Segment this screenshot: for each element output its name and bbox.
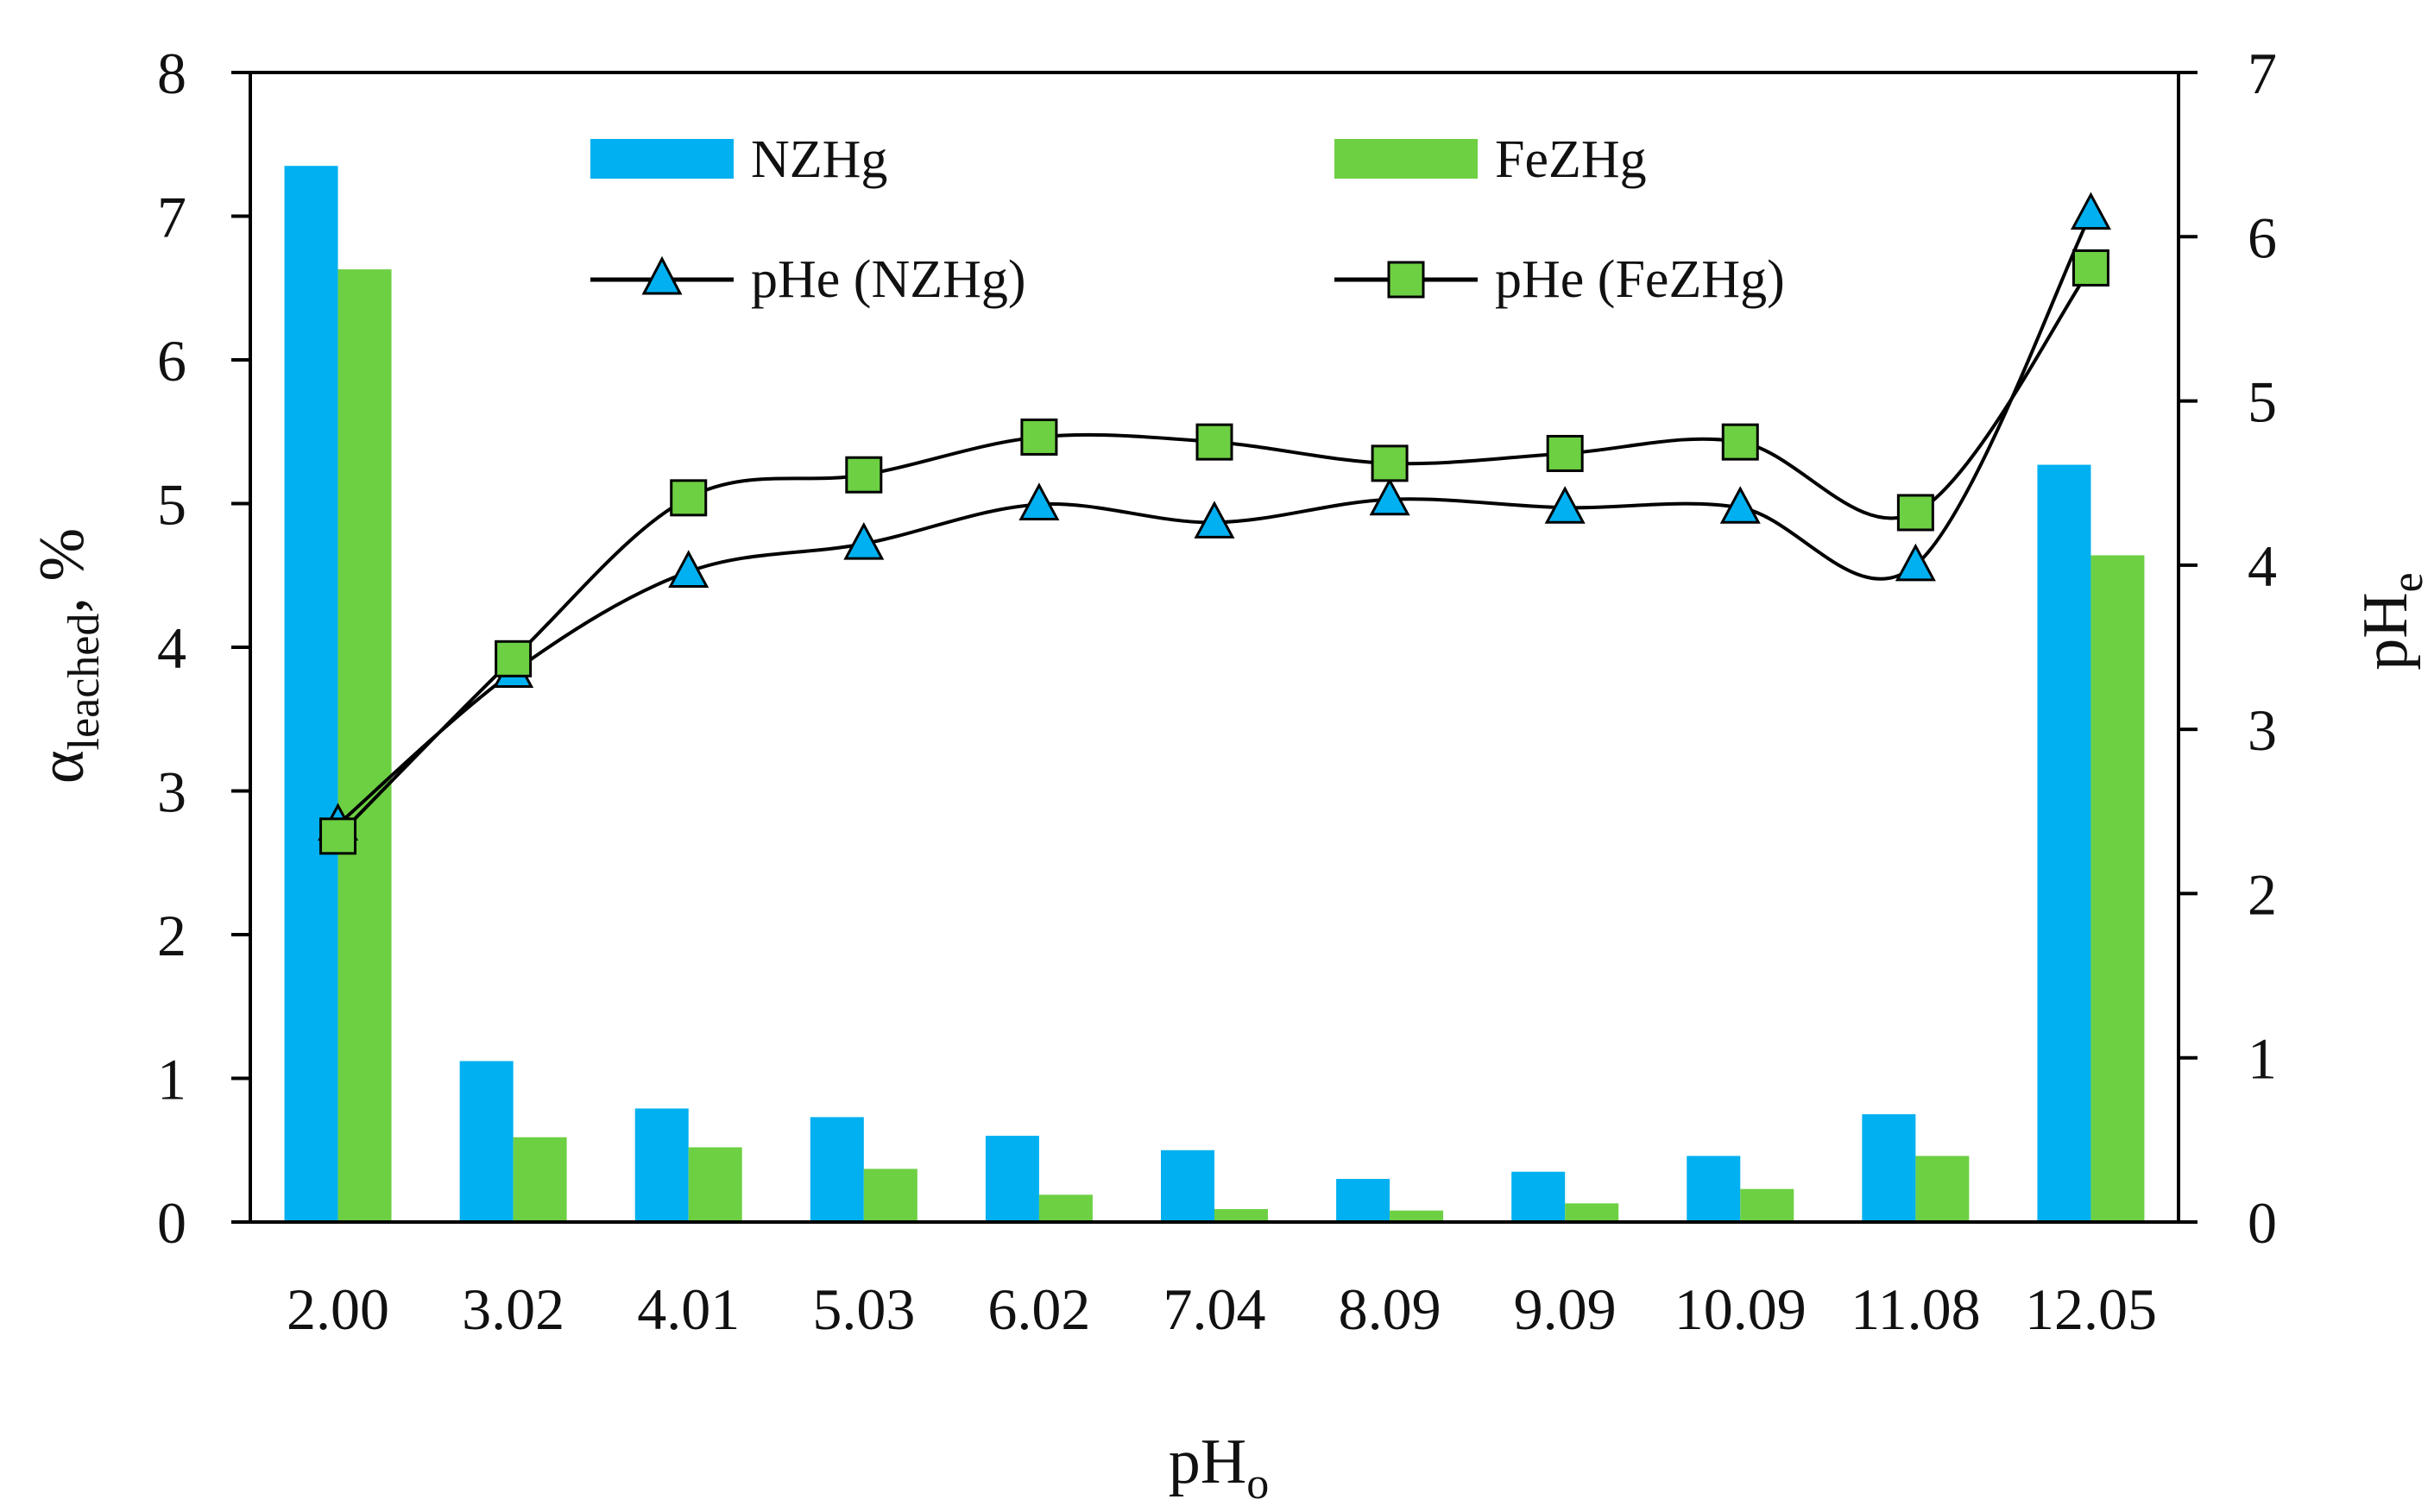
marker-phe-nzhg-4.01 — [668, 550, 709, 588]
x-axis-title: pHo — [1169, 1427, 1269, 1509]
line-phe-fezhg — [337, 267, 2093, 838]
bar-nzhg-8.09 — [1336, 1179, 1390, 1222]
left-tick-label: 0 — [157, 1190, 186, 1256]
left-tick-label: 4 — [157, 615, 186, 681]
left-axis-title-base: α — [27, 750, 98, 784]
marker-phe-fezhg-3.02 — [495, 639, 533, 677]
legend-triangle-marker-icon — [641, 255, 683, 295]
left-tick-label: 7 — [157, 185, 186, 250]
right-tick-label: 2 — [2248, 861, 2277, 927]
left-axis-title-suffix: , % — [27, 528, 98, 614]
right-tick-label: 0 — [2248, 1190, 2277, 1256]
marker-phe-fezhg-4.01 — [670, 479, 708, 517]
x-axis-title-base: pH — [1169, 1427, 1246, 1497]
marker-phe-fezhg-10.09 — [1721, 423, 1759, 461]
bar-fezhg-9.09 — [1565, 1203, 1619, 1222]
bar-fezhg-10.09 — [1740, 1188, 1794, 1222]
marker-phe-fezhg-5.03 — [845, 456, 883, 494]
left-axis-title-sub: leached — [60, 614, 109, 751]
bar-fezhg-4.01 — [688, 1147, 742, 1222]
legend-swatch-nzhg — [590, 139, 734, 179]
marker-phe-fezhg-6.02 — [1020, 418, 1058, 456]
right-axis: 0 1 2 3 4 5 6 7 — [2179, 41, 2277, 1256]
marker-phe-fezhg-7.04 — [1195, 423, 1233, 461]
x-tick-label: 11.08 — [1851, 1276, 1980, 1342]
marker-phe-nzhg-8.09 — [1369, 477, 1410, 516]
line-phe-nzhg — [337, 212, 2093, 827]
right-axis-title-base: pH — [2350, 592, 2421, 670]
right-axis-title-sub: e — [2383, 572, 2432, 592]
marker-phe-fezhg-9.09 — [1546, 434, 1584, 472]
legend-square-marker-icon — [1387, 261, 1425, 299]
right-tick-label: 3 — [2248, 697, 2277, 763]
bar-nzhg-9.09 — [1511, 1171, 1566, 1222]
marker-phe-nzhg-12.05 — [2070, 192, 2111, 230]
bar-nzhg-3.02 — [459, 1061, 514, 1222]
right-tick-label: 5 — [2248, 369, 2277, 435]
x-tick-label: 10.09 — [1674, 1276, 1807, 1342]
bar-nzhg-7.04 — [1161, 1150, 1214, 1222]
legend-label-phe-nzhg: pHe (NZHg) — [751, 250, 1026, 309]
bar-nzhg-12.05 — [2037, 464, 2091, 1222]
right-tick-label: 6 — [2248, 205, 2277, 270]
left-tick-label: 5 — [157, 472, 186, 538]
right-axis-title: pHe — [2350, 572, 2432, 671]
x-tick-label: 2.00 — [287, 1276, 389, 1342]
left-tick-label: 3 — [157, 759, 186, 825]
marker-phe-nzhg-5.03 — [843, 521, 885, 560]
bar-nzhg-4.01 — [634, 1108, 689, 1222]
bar-fezhg-12.05 — [2090, 555, 2145, 1222]
right-tick-label: 1 — [2248, 1026, 2277, 1092]
bars-group — [284, 166, 2145, 1223]
legend-label-nzhg: NZHg — [751, 130, 887, 189]
legend-swatch-fezhg — [1334, 139, 1478, 179]
bar-fezhg-3.02 — [513, 1137, 567, 1222]
right-tick-label: 7 — [2248, 41, 2277, 106]
left-axis: 0 1 2 3 4 5 6 7 8 — [157, 41, 250, 1256]
bar-nzhg-10.09 — [1687, 1156, 1741, 1222]
marker-phe-nzhg-9.09 — [1544, 486, 1586, 524]
bar-fezhg-11.08 — [1915, 1156, 1970, 1222]
bar-fezhg-5.03 — [863, 1169, 917, 1222]
x-tick-label: 9.09 — [1514, 1276, 1617, 1342]
x-tick-label: 7.04 — [1163, 1276, 1266, 1342]
left-tick-label: 8 — [157, 41, 186, 106]
bar-nzhg-2.00 — [284, 166, 338, 1223]
left-tick-label: 2 — [157, 903, 186, 968]
x-tick-label: 5.03 — [812, 1276, 915, 1342]
left-tick-label: 6 — [157, 328, 186, 394]
legend-label-phe-fezhg: pHe (FeZHg) — [1495, 250, 1785, 309]
bar-fezhg-6.02 — [1038, 1194, 1093, 1222]
right-tick-label: 4 — [2248, 533, 2277, 599]
marker-phe-fezhg-2.00 — [319, 817, 357, 855]
bar-fezhg-2.00 — [337, 269, 392, 1223]
legend-label-fezhg: FeZHg — [1495, 130, 1647, 189]
marker-phe-nzhg-11.08 — [1895, 543, 1936, 582]
plot-frame — [249, 71, 2180, 1224]
marker-phe-fezhg-12.05 — [2071, 249, 2109, 287]
marker-phe-nzhg-10.09 — [1719, 486, 1761, 524]
marker-phe-fezhg-11.08 — [1896, 494, 1934, 532]
x-axis: 2.00 3.02 4.01 5.03 6.02 7.04 8.09 9.09 10.09 11.… — [287, 1276, 2157, 1342]
x-tick-label: 4.01 — [637, 1276, 740, 1342]
bar-fezhg-7.04 — [1214, 1209, 1268, 1222]
x-tick-label: 3.02 — [462, 1276, 564, 1342]
marker-phe-fezhg-8.09 — [1371, 444, 1409, 482]
x-tick-label: 12.05 — [2025, 1276, 2157, 1342]
bar-nzhg-5.03 — [810, 1117, 864, 1222]
markers-group — [318, 192, 2111, 855]
legend: NZHg FeZHg pHe (NZHg) pHe (FeZHg) — [590, 130, 1785, 309]
marker-phe-nzhg-7.04 — [1194, 501, 1235, 539]
left-tick-label: 1 — [157, 1047, 186, 1112]
bar-nzhg-11.08 — [1862, 1114, 1916, 1222]
x-tick-label: 6.02 — [987, 1276, 1090, 1342]
x-tick-label: 8.09 — [1339, 1276, 1441, 1342]
bar-fezhg-8.09 — [1390, 1210, 1444, 1222]
x-axis-title-sub: o — [1246, 1459, 1269, 1509]
marker-phe-nzhg-6.02 — [1018, 482, 1060, 520]
left-axis-title: αleached, % — [27, 528, 109, 784]
bar-nzhg-6.02 — [985, 1136, 1039, 1222]
